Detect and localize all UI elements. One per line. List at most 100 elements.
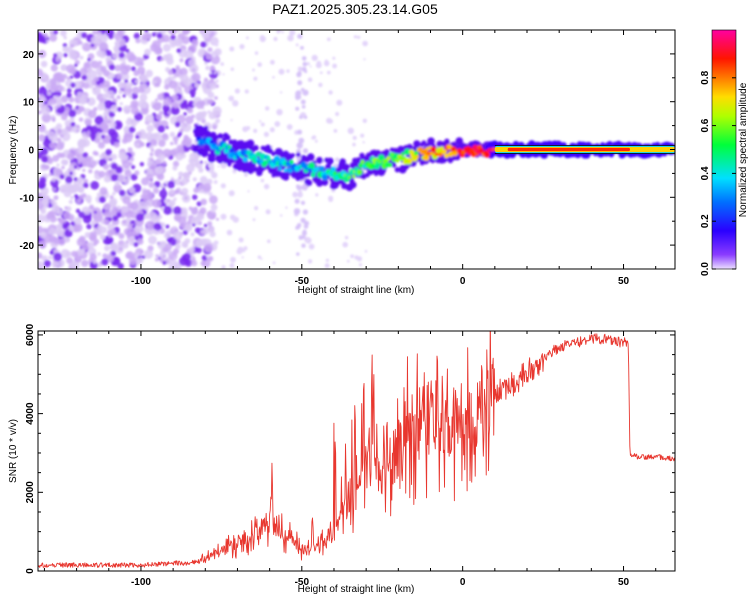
noise-blob bbox=[50, 64, 58, 72]
noise-blob bbox=[135, 135, 140, 139]
noise-blob bbox=[49, 78, 57, 85]
noise-blob bbox=[308, 243, 315, 250]
spectrogram-xlabel: Height of straight line (km) bbox=[298, 285, 415, 296]
noise-blob bbox=[101, 93, 108, 100]
noise-blob bbox=[68, 199, 73, 204]
ridge-core bbox=[401, 152, 405, 156]
noise-blob bbox=[356, 256, 363, 262]
noise-blob bbox=[133, 242, 139, 247]
ridge-core bbox=[284, 168, 288, 172]
noise-blob bbox=[56, 209, 64, 216]
noise-blob bbox=[128, 186, 136, 194]
noise-blob bbox=[130, 173, 138, 181]
noise-blob bbox=[73, 80, 82, 89]
noise-blob bbox=[129, 54, 137, 62]
noise-blob bbox=[69, 43, 75, 48]
noise-blob bbox=[181, 177, 189, 185]
noise-blob bbox=[116, 95, 121, 100]
ridge-blob bbox=[291, 153, 295, 158]
noise-blob bbox=[162, 104, 170, 112]
ridge-blob bbox=[454, 154, 461, 161]
noise-blob bbox=[111, 174, 119, 182]
noise-blob bbox=[82, 82, 90, 89]
ridge-core bbox=[242, 156, 248, 162]
noise-blob bbox=[121, 241, 129, 249]
noise-blob bbox=[131, 66, 136, 72]
noise-blob bbox=[103, 210, 112, 218]
noise-blob bbox=[156, 32, 163, 39]
noise-blob bbox=[257, 255, 262, 259]
noise-blob bbox=[86, 223, 92, 230]
noise-blob bbox=[174, 39, 179, 44]
noise-blob bbox=[89, 204, 94, 210]
noise-blob bbox=[167, 30, 178, 35]
noise-blob bbox=[246, 36, 249, 40]
ridge-core bbox=[262, 160, 269, 166]
noise-blob bbox=[114, 180, 120, 186]
noise-blob bbox=[323, 60, 330, 67]
noise-blob bbox=[98, 42, 109, 52]
noise-blob bbox=[150, 158, 154, 162]
noise-blob bbox=[83, 61, 91, 69]
noise-blob bbox=[357, 35, 361, 39]
noise-blob bbox=[168, 265, 174, 269]
noise-blob bbox=[117, 174, 126, 183]
noise-blob bbox=[298, 137, 305, 144]
noise-blob bbox=[59, 184, 68, 193]
noise-blob bbox=[192, 223, 196, 227]
noise-blob bbox=[84, 232, 91, 238]
noise-blob bbox=[213, 71, 217, 75]
noise-blob bbox=[88, 109, 97, 119]
noise-blob bbox=[214, 96, 218, 100]
noise-blob bbox=[217, 165, 220, 168]
noise-blob bbox=[81, 259, 89, 267]
noise-blob bbox=[228, 190, 235, 197]
noise-blob bbox=[102, 253, 108, 259]
snr-series-line bbox=[38, 331, 675, 568]
noise-blob bbox=[70, 221, 76, 226]
noise-blob bbox=[210, 208, 215, 213]
noise-blob bbox=[43, 101, 48, 105]
noise-blob bbox=[38, 214, 45, 223]
noise-blob bbox=[41, 74, 48, 81]
noise-blob bbox=[76, 124, 80, 129]
noise-blob bbox=[159, 189, 168, 198]
ridge-core bbox=[218, 145, 223, 151]
noise-blob bbox=[172, 160, 180, 167]
noise-blob bbox=[173, 151, 178, 155]
noise-blob bbox=[122, 61, 127, 65]
noise-blob bbox=[352, 135, 357, 140]
noise-blob bbox=[66, 88, 72, 93]
noise-blob bbox=[38, 134, 46, 142]
noise-blob bbox=[118, 52, 125, 59]
noise-blob bbox=[274, 121, 281, 127]
noise-blob bbox=[215, 43, 219, 47]
noise-blob bbox=[75, 208, 81, 214]
noise-blob bbox=[241, 256, 244, 259]
noise-blob bbox=[103, 219, 110, 226]
noise-blob bbox=[38, 260, 45, 269]
noise-blob bbox=[209, 195, 218, 204]
noise-blob bbox=[184, 223, 193, 232]
noise-blob bbox=[193, 206, 198, 211]
noise-blob bbox=[296, 142, 303, 149]
y-tick-label: 0 bbox=[25, 568, 36, 574]
noise-blob bbox=[118, 233, 125, 240]
noise-blob bbox=[265, 209, 271, 215]
noise-blob bbox=[359, 263, 362, 267]
noise-blob bbox=[153, 222, 162, 231]
noise-blob bbox=[43, 260, 51, 268]
noise-blob bbox=[103, 69, 110, 77]
noise-blob bbox=[162, 260, 167, 265]
noise-blob bbox=[214, 48, 222, 56]
noise-blob bbox=[183, 112, 187, 116]
noise-blob bbox=[137, 257, 144, 264]
noise-blob bbox=[347, 127, 354, 134]
noise-blob bbox=[333, 129, 338, 133]
noise-blob bbox=[181, 207, 188, 214]
noise-blob bbox=[99, 187, 108, 196]
noise-blob bbox=[98, 50, 107, 59]
noise-blob bbox=[297, 80, 303, 86]
noise-blob bbox=[69, 228, 73, 232]
noise-blob bbox=[68, 50, 78, 60]
